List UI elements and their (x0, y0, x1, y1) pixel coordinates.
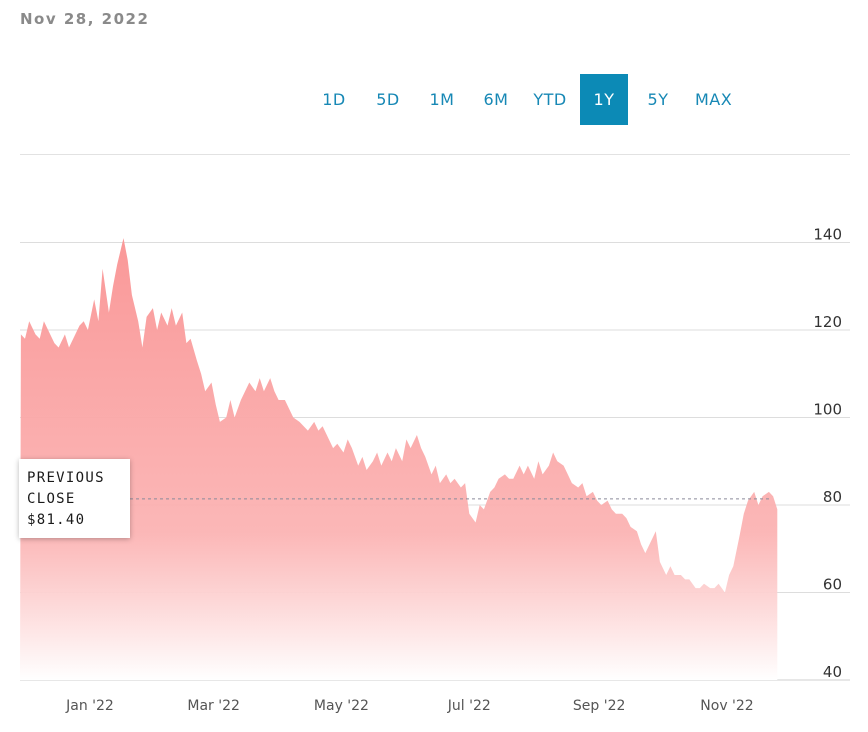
y-tick-label-100: 100 (813, 401, 842, 419)
range-button-5y[interactable]: 5Y (647, 90, 669, 109)
x-tick-label-mar-22: Mar '22 (187, 698, 240, 714)
y-tick-label-40: 40 (823, 663, 842, 681)
range-button-1m[interactable]: 1M (429, 90, 455, 109)
x-tick-label-may-22: May '22 (314, 698, 369, 714)
price-area (20, 238, 778, 680)
y-tick-label-60: 60 (823, 576, 842, 594)
range-button-ytd[interactable]: YTD (533, 90, 567, 109)
y-tick-label-140: 140 (813, 226, 842, 244)
y-axis-ticks: 40 60 80 100 120 140 (813, 226, 842, 682)
previous-close-label-line2: CLOSE (27, 491, 76, 507)
range-button-max[interactable]: MAX (695, 90, 733, 109)
previous-close-value: $81.40 (27, 512, 86, 528)
previous-close-callout: PREVIOUS CLOSE $81.40 (19, 459, 130, 538)
range-button-5d[interactable]: 5D (376, 90, 400, 109)
previous-close-label-line1: PREVIOUS (27, 470, 105, 486)
area-series-group (20, 238, 778, 680)
range-selector: 1D 5D 1M 6M YTD 1Y 5Y MAX (310, 74, 745, 125)
chart-top-divider (20, 154, 850, 155)
date-label: Nov 28, 2022 (20, 10, 150, 28)
range-button-1d[interactable]: 1D (322, 90, 346, 109)
range-button-6m[interactable]: 6M (483, 90, 509, 109)
x-tick-label-sep-22: Sep '22 (573, 698, 626, 714)
x-tick-label-jul-22: Jul '22 (447, 698, 491, 714)
y-tick-label-120: 120 (813, 313, 842, 331)
x-tick-label-nov-22: Nov '22 (700, 698, 753, 714)
y-tick-label-80: 80 (823, 488, 842, 506)
x-tick-label-jan-22: Jan '22 (65, 698, 114, 714)
x-axis-ticks: Jan '22 Mar '22 May '22 Jul '22 Sep '22 Nov '… (65, 698, 754, 714)
range-button-1y[interactable]: 1Y (580, 74, 628, 125)
